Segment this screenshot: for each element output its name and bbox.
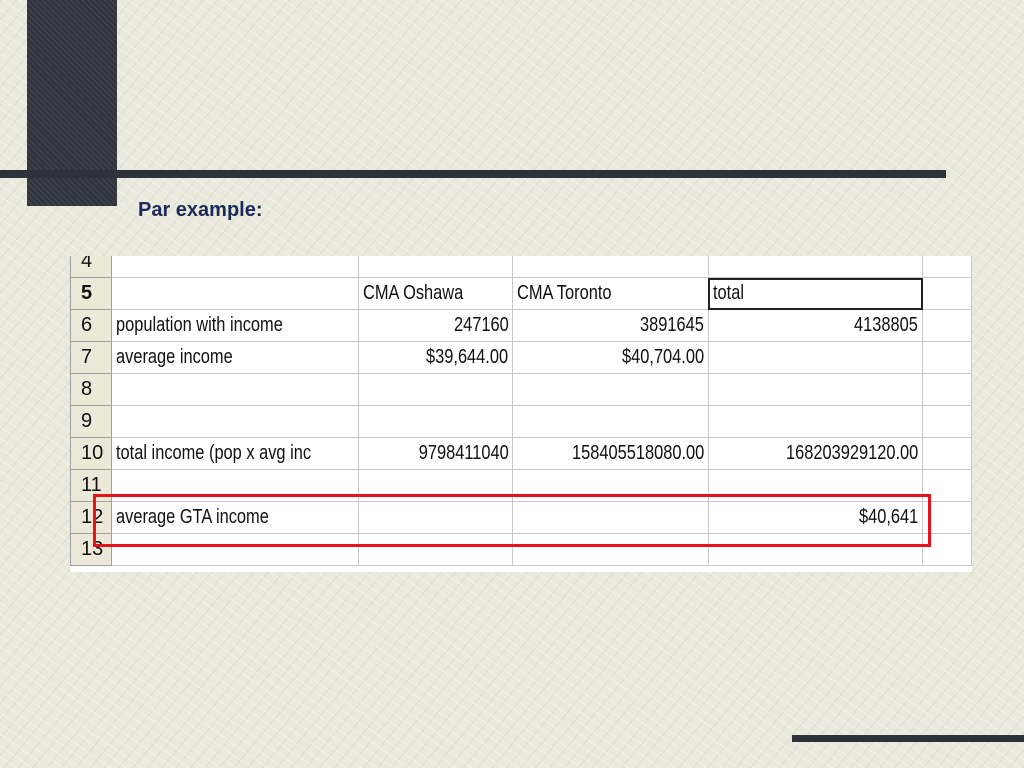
cell[interactable]: $39,644.00 [357, 341, 514, 374]
cell-text: 9798411040 [418, 442, 509, 464]
cell[interactable] [512, 501, 709, 534]
cell[interactable] [512, 256, 709, 278]
cell[interactable]: $40,641 [707, 501, 924, 534]
cell[interactable]: total [707, 277, 924, 310]
cell[interactable] [110, 256, 359, 278]
cell[interactable] [512, 405, 709, 438]
table-row: 7 average income $39,644.00 $40,704.00 [70, 341, 972, 374]
table-row: 6 population with income 247160 3891645 4138… [70, 309, 972, 342]
row-header[interactable]: 9 [70, 405, 112, 438]
cell[interactable] [922, 277, 972, 310]
cell[interactable]: CMA Oshawa [357, 277, 514, 310]
row-header[interactable]: 12 [70, 501, 112, 534]
cell-text: $39,644.00 [426, 346, 509, 368]
cell[interactable] [707, 533, 924, 566]
cell[interactable] [357, 256, 514, 278]
decorative-bar-bottom [792, 735, 1024, 742]
cell-text: CMA Oshawa [362, 282, 463, 304]
cell-text: CMA Toronto [517, 282, 612, 304]
cell-text: population with income [115, 314, 283, 336]
cell[interactable] [357, 533, 514, 566]
cell[interactable] [707, 405, 924, 438]
cell[interactable] [707, 341, 924, 374]
cell[interactable]: 168203929120.00 [707, 437, 924, 470]
cell[interactable] [922, 373, 972, 406]
row-header[interactable]: 6 [70, 309, 112, 342]
cell[interactable] [922, 309, 972, 342]
cell[interactable] [707, 256, 924, 278]
cell[interactable]: 158405518080.00 [512, 437, 709, 470]
cell-text: $40,641 [858, 506, 919, 528]
cell[interactable]: total income (pop x avg inc [110, 437, 359, 470]
cell[interactable] [110, 373, 359, 406]
cell-text: 158405518080.00 [571, 442, 704, 464]
spreadsheet-screenshot: 4 5 CMA Oshawa CMA Toronto total 6 population … [70, 256, 972, 572]
cell[interactable] [922, 256, 972, 278]
slide-title: Par example: [138, 199, 263, 221]
spreadsheet-grid: 4 5 CMA Oshawa CMA Toronto total 6 population … [70, 256, 972, 566]
row-header[interactable]: 11 [70, 469, 112, 502]
table-row: 4 [70, 256, 972, 278]
decorative-bar-top [0, 170, 946, 178]
cell[interactable] [357, 501, 514, 534]
cell-text: total [712, 282, 744, 304]
cell-text: average GTA income [115, 506, 269, 528]
cell-text: 4138805 [854, 314, 919, 336]
highlight-box [93, 494, 931, 547]
cell[interactable]: 3891645 [512, 309, 709, 342]
row-header[interactable]: 10 [70, 437, 112, 470]
row-header[interactable]: 8 [70, 373, 112, 406]
row-header[interactable]: 5 [70, 277, 112, 310]
cell[interactable] [922, 341, 972, 374]
row-header[interactable]: 4 [70, 256, 112, 278]
cell[interactable] [110, 405, 359, 438]
cell[interactable] [512, 373, 709, 406]
table-row: 12 average GTA income $40,641 [70, 501, 972, 534]
cell-text: 247160 [453, 314, 509, 336]
table-row: 13 [70, 533, 972, 566]
cell[interactable]: average income [110, 341, 359, 374]
cell[interactable]: average GTA income [110, 501, 359, 534]
cell-text: $40,704.00 [621, 346, 704, 368]
cell[interactable] [357, 373, 514, 406]
table-row: 8 [70, 373, 972, 406]
cell-text: average income [115, 346, 233, 368]
table-row: 10 total income (pop x avg inc 9798411040 1… [70, 437, 972, 470]
cell[interactable]: $40,704.00 [512, 341, 709, 374]
row-header[interactable]: 13 [70, 533, 112, 566]
cell[interactable]: 247160 [357, 309, 514, 342]
table-row: 9 [70, 405, 972, 438]
cell[interactable] [357, 405, 514, 438]
cell[interactable]: 9798411040 [357, 437, 514, 470]
cell[interactable]: 4138805 [707, 309, 924, 342]
cell-text: total income (pop x avg inc [115, 442, 311, 464]
cell[interactable] [922, 405, 972, 438]
cell[interactable] [110, 277, 359, 310]
cell[interactable]: population with income [110, 309, 359, 342]
cell[interactable] [922, 437, 972, 470]
cell-text: 3891645 [640, 314, 704, 336]
cell-text: 168203929120.00 [786, 442, 919, 464]
cell[interactable] [707, 373, 924, 406]
row-header[interactable]: 7 [70, 341, 112, 374]
cell[interactable]: CMA Toronto [512, 277, 709, 310]
cell[interactable] [110, 533, 359, 566]
table-row: 5 CMA Oshawa CMA Toronto total [70, 277, 972, 310]
